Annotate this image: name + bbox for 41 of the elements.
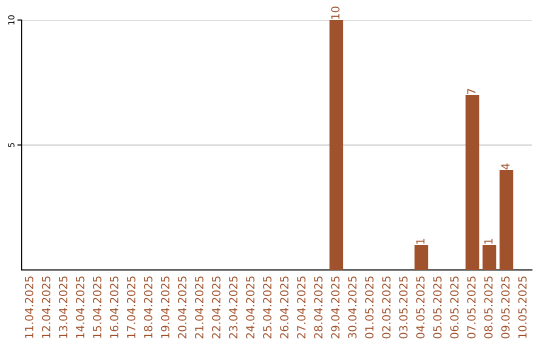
x-tick-label: 25.04.2025 (263, 276, 272, 338)
x-tick-label: 21.04.2025 (195, 276, 204, 338)
x-tick-label: 16.04.2025 (110, 276, 118, 338)
x-tick-label: 09.05.2025 (501, 276, 510, 338)
bar (329, 20, 344, 270)
x-tick-label: 04.05.2025 (416, 276, 425, 338)
x-tick-label: 22.04.2025 (212, 276, 220, 338)
x-tick-label: 14.04.2025 (76, 276, 84, 338)
x-tick-label: 08.05.2025 (484, 276, 493, 338)
x-tick-label: 05.05.2025 (433, 276, 442, 338)
x-tick-label: 24.04.2025 (246, 276, 254, 338)
data-label: 10 (331, 6, 340, 19)
data-label: 4 (501, 164, 510, 170)
x-tick-label: 13.04.2025 (58, 276, 68, 338)
x-tick-label: 20.04.2025 (178, 276, 186, 338)
x-tick-label: 10.05.2025 (518, 276, 527, 338)
x-tick-label: 02.05.2025 (382, 276, 391, 338)
bar (466, 95, 480, 270)
x-tick-label: 28.04.2025 (314, 276, 322, 338)
x-tick-label: 26.04.2025 (280, 276, 288, 338)
x-tick-label: 29.04.2025 (331, 276, 340, 338)
x-tick-label: 07.05.2025 (467, 276, 476, 338)
x-tick-label: 19.04.2025 (161, 276, 170, 338)
x-tick-label: 11.04.2025 (24, 276, 34, 338)
x-tick-label: 23.04.2025 (229, 276, 238, 338)
x-tick-label: 06.05.2025 (450, 276, 459, 338)
data-label: 1 (416, 238, 424, 244)
x-tick-label: 03.05.2025 (399, 276, 408, 338)
x-tick-label: 15.04.2025 (92, 276, 102, 338)
x-tick-label: 17.04.2025 (126, 276, 136, 338)
x-tick-label: 27.04.2025 (297, 276, 306, 338)
bar (482, 244, 496, 270)
x-tick-label: 12.04.2025 (42, 276, 50, 338)
x-tick-label: 18.04.2025 (144, 276, 152, 338)
y-tick-label: 5 (8, 143, 14, 148)
x-tick-label: 30.04.2025 (348, 276, 357, 338)
bar (414, 244, 428, 270)
data-label: 7 (467, 88, 476, 94)
data-label: 1 (484, 238, 492, 244)
bar (500, 170, 514, 270)
x-tick-label: 01.05.2025 (365, 276, 374, 338)
